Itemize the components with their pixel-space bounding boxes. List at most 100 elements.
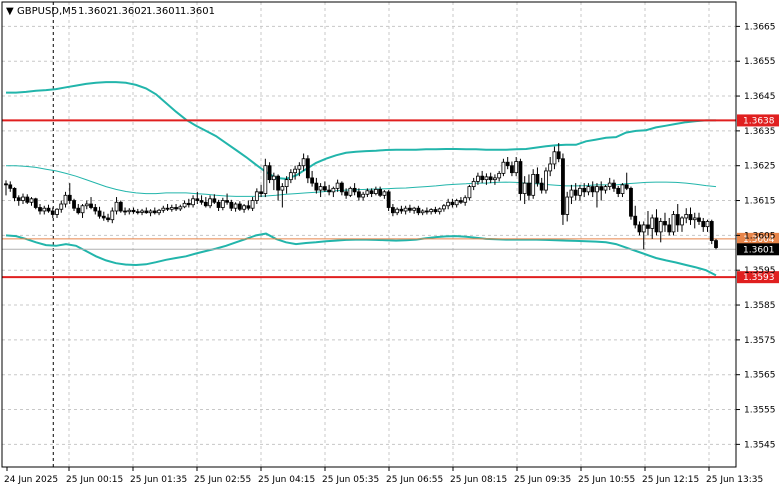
candle-body [327, 189, 332, 193]
candle-body [8, 184, 13, 189]
candle [50, 207, 55, 218]
candle [123, 207, 127, 216]
candle-body [199, 200, 204, 203]
candle-body [203, 201, 208, 207]
x-tick-label: 25 Jun 13:35 [706, 475, 763, 485]
candle-body [212, 198, 217, 203]
candle [229, 199, 234, 211]
candle [556, 143, 561, 163]
candle-body [595, 186, 599, 193]
candle-body [369, 190, 374, 194]
candle [114, 197, 119, 215]
candle [561, 153, 565, 225]
grid [2, 2, 736, 467]
candle [263, 158, 268, 198]
candle [403, 205, 408, 215]
candle-body [603, 186, 608, 191]
candle [220, 197, 225, 211]
candle-body [433, 209, 438, 213]
candle [544, 167, 548, 194]
candle [407, 204, 412, 213]
candle [203, 197, 208, 208]
candle [692, 212, 697, 229]
candle-body [127, 209, 132, 213]
candle-body [663, 221, 667, 226]
candle-body [680, 217, 684, 226]
candle-body [182, 202, 187, 208]
x-tick-label: 25 Jun 04:15 [258, 475, 315, 485]
symbol-header: ▼ GBPUSD,M5 1.3602 1.3602 1.3601 1.3601 [6, 6, 215, 17]
candle [671, 210, 676, 236]
ohlc-close: 1.3601 [180, 6, 215, 17]
candle [361, 191, 366, 201]
x-tick-label: 25 Jun 09:35 [514, 475, 571, 485]
candle [395, 207, 400, 216]
candle [463, 195, 468, 206]
y-tick-label: 1.3555 [744, 406, 776, 416]
x-tick-label: 25 Jun 02:55 [194, 475, 251, 485]
candle [237, 201, 242, 211]
candle [161, 205, 166, 213]
candle-body [352, 187, 357, 193]
candle-body [607, 182, 612, 188]
candle [254, 188, 259, 205]
candle [144, 207, 149, 214]
candle-body [267, 165, 272, 181]
candle [310, 170, 315, 187]
candle-body [186, 202, 191, 206]
candle [89, 197, 93, 210]
candle [46, 204, 51, 213]
candle [327, 184, 332, 196]
candle [697, 212, 701, 225]
candle [416, 205, 421, 216]
band-upper [6, 81, 716, 180]
x-tick-label: 25 Jun 08:15 [450, 475, 507, 485]
candle-body [365, 190, 370, 195]
candle [701, 217, 706, 232]
candle-body [157, 209, 161, 214]
candle [178, 204, 183, 211]
candle [437, 207, 442, 215]
candle [212, 194, 217, 205]
candle-body [161, 207, 166, 211]
candle [365, 188, 370, 198]
y-tick-label: 1.3655 [744, 57, 776, 67]
candle-body [89, 203, 93, 208]
candle [446, 198, 451, 210]
candle-body [624, 184, 629, 189]
candle [459, 197, 463, 205]
candle [522, 176, 527, 205]
candle [573, 183, 578, 201]
candle [284, 176, 289, 194]
x-tick-label: 25 Jun 00:15 [66, 475, 123, 485]
candle-body [641, 224, 646, 233]
candle [399, 205, 404, 214]
candle [280, 183, 285, 208]
candle-body [331, 187, 336, 193]
candle [352, 183, 357, 196]
candle-body [242, 205, 246, 210]
candle [195, 191, 200, 205]
candle-body [140, 210, 144, 213]
y-tick-label: 1.3545 [744, 440, 776, 450]
symbol-dropdown-icon[interactable]: ▼ [6, 6, 14, 17]
candle-body [148, 210, 153, 214]
candle [93, 204, 98, 215]
candle-body [118, 201, 123, 212]
candle-body [63, 194, 68, 205]
x-tick-label: 25 Jun 06:55 [386, 475, 443, 485]
candle [488, 172, 493, 184]
level-tag [737, 271, 779, 284]
candle [582, 183, 587, 198]
candle [42, 205, 47, 215]
candle [8, 181, 13, 192]
candle-body [59, 203, 64, 210]
candle-body [191, 198, 195, 206]
candle-body [437, 208, 442, 213]
candle-body [692, 217, 697, 221]
candle [633, 205, 638, 229]
candle [199, 195, 204, 205]
candle-body [544, 170, 548, 191]
